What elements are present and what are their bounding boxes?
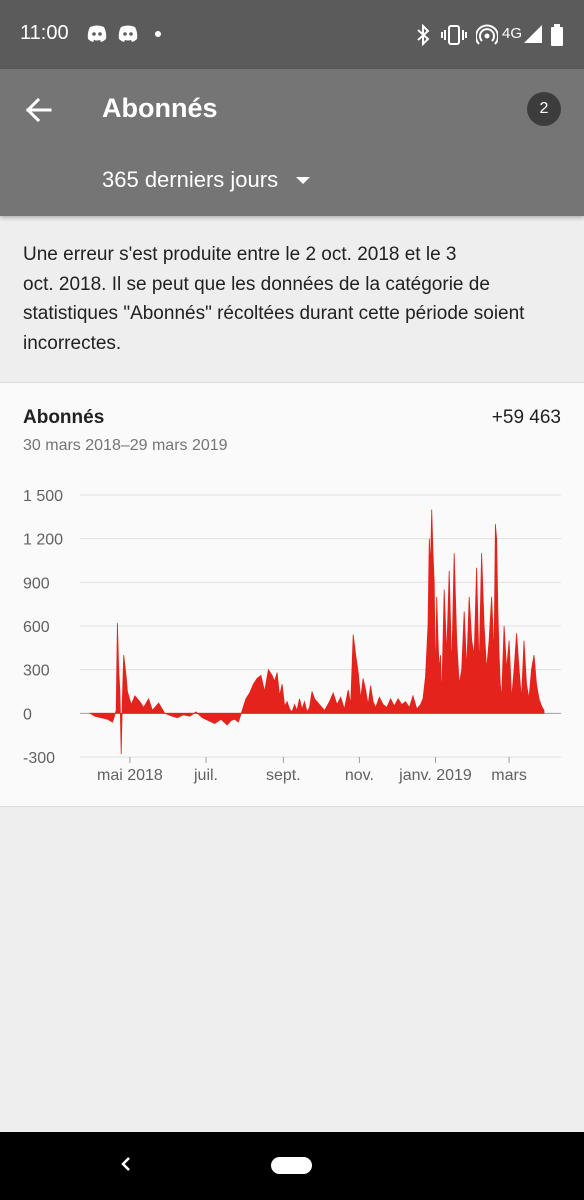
home-pill-icon[interactable] bbox=[271, 1157, 312, 1174]
card-date-range: 30 mars 2018–29 mars 2019 bbox=[23, 437, 228, 454]
network-type: 4G bbox=[502, 25, 523, 42]
y-tick-label: -300 bbox=[23, 750, 55, 767]
dot-icon bbox=[155, 31, 161, 37]
discord-icon bbox=[118, 25, 138, 42]
back-arrow-icon[interactable] bbox=[20, 91, 58, 129]
error-line: Une erreur s'est produite entre le 2 oct… bbox=[23, 244, 457, 265]
y-tick-label: 600 bbox=[23, 619, 50, 636]
period-dropdown[interactable]: 365 derniers jours bbox=[102, 167, 311, 193]
system-nav-bar bbox=[0, 1132, 584, 1200]
page-title: Abonnés bbox=[102, 93, 218, 123]
subscribers-card[interactable]: Abonnés +59 463 30 mars 2018–29 mars 201… bbox=[0, 382, 584, 807]
battery-icon bbox=[551, 24, 563, 46]
dropdown-caret-icon bbox=[296, 176, 311, 184]
error-message: Une erreur s'est produite entre le 2 oct… bbox=[23, 240, 563, 358]
y-tick-label: 1 500 bbox=[23, 488, 63, 505]
x-tick-label: mai 2018 bbox=[97, 767, 163, 784]
status-time: 11:00 bbox=[20, 22, 69, 44]
status-bar: 11:00 4G bbox=[0, 0, 584, 69]
subscribers-chart: 1 500 1 200 900 600 300 0 -300 mai 2018 juil. sep… bbox=[23, 488, 561, 784]
x-tick-label: nov. bbox=[345, 767, 374, 784]
x-tick-label: sept. bbox=[266, 767, 301, 784]
x-tick-label: juil. bbox=[193, 767, 218, 784]
discord-icon bbox=[87, 25, 107, 42]
vibrate-icon bbox=[441, 25, 467, 45]
signal-icon bbox=[524, 25, 542, 43]
series-area bbox=[89, 509, 545, 755]
hotspot-icon bbox=[476, 24, 498, 45]
bluetooth-icon bbox=[417, 24, 430, 46]
y-tick-label: 300 bbox=[23, 663, 50, 680]
app-bar: Abonnés 2 365 derniers jours bbox=[0, 69, 584, 216]
period-label: 365 derniers jours bbox=[102, 167, 279, 192]
back-triangle-icon[interactable] bbox=[118, 1154, 134, 1174]
x-tick-label: mars bbox=[491, 767, 527, 784]
card-title: Abonnés bbox=[23, 407, 105, 428]
y-tick-label: 900 bbox=[23, 575, 50, 592]
card-total: +59 463 bbox=[491, 407, 561, 428]
y-tick-label: 1 200 bbox=[23, 532, 63, 549]
y-tick-label: 0 bbox=[23, 706, 32, 723]
error-line: incorrectes. bbox=[23, 332, 122, 354]
x-tick-label: janv. 2019 bbox=[398, 767, 472, 784]
error-line: oct. 2018. Il se peut que les données de… bbox=[23, 273, 490, 295]
error-line: statistiques "Abonnés" récoltées durant … bbox=[23, 303, 525, 324]
notification-badge[interactable]: 2 bbox=[527, 92, 561, 126]
